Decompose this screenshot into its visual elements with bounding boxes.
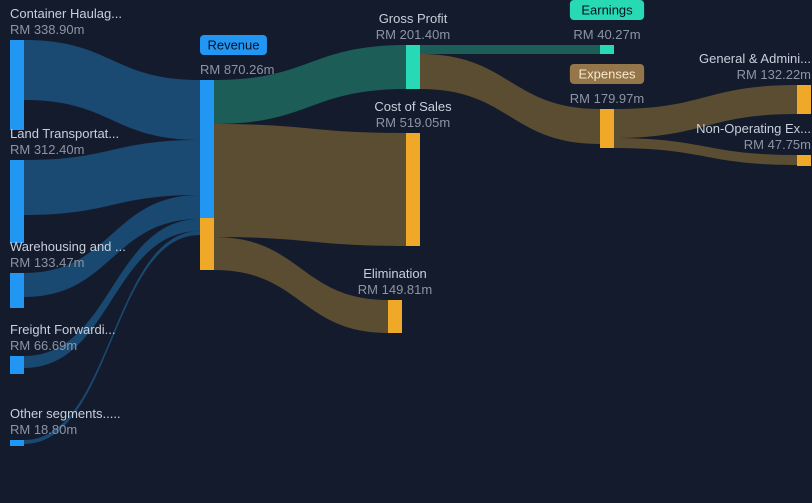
node-earnings <box>600 45 614 54</box>
node-value-expenses: RM 179.97m <box>570 91 644 106</box>
node-value-other: RM 18.80m <box>10 422 77 437</box>
node-value-revenue: RM 870.26m <box>200 62 274 77</box>
node-value-general_admin: RM 132.22m <box>737 67 811 82</box>
node-value-freight: RM 66.69m <box>10 338 77 353</box>
node-value-warehousing: RM 133.47m <box>10 255 84 270</box>
node-value-container_haulage: RM 338.90m <box>10 22 84 37</box>
node-value-cost_of_sales: RM 519.05m <box>376 115 450 130</box>
node-elimination <box>388 300 402 333</box>
sankey-link <box>24 40 200 140</box>
node-label-freight: Freight Forwardi... <box>10 322 115 337</box>
node-revenue-bottom <box>200 218 214 270</box>
node-value-gross_profit: RM 201.40m <box>376 27 450 42</box>
sankey-link <box>214 124 406 246</box>
node-value-land_transport: RM 312.40m <box>10 142 84 157</box>
pill-label-expenses: Expenses <box>578 67 636 82</box>
node-label-general_admin: General & Admini... <box>699 51 811 66</box>
node-land_transport <box>10 160 24 243</box>
node-gross_profit <box>406 45 420 89</box>
node-label-other: Other segments..... <box>10 406 121 421</box>
node-label-non_operating: Non-Operating Ex... <box>696 121 811 136</box>
node-other <box>10 440 24 446</box>
sankey-chart: Container Haulag...RM 338.90m Land Transp… <box>0 0 812 503</box>
sankey-link <box>420 45 600 54</box>
node-label-cost_of_sales: Cost of Sales <box>374 99 452 114</box>
node-non_operating <box>797 155 811 166</box>
node-value-non_operating: RM 47.75m <box>744 137 811 152</box>
node-label-warehousing: Warehousing and ... <box>10 239 126 254</box>
node-freight <box>10 356 24 374</box>
node-expenses <box>600 109 614 148</box>
node-general_admin <box>797 85 811 114</box>
node-revenue-top <box>200 80 214 218</box>
node-warehousing <box>10 273 24 308</box>
node-label-elimination: Elimination <box>363 266 427 281</box>
node-cost_of_sales <box>406 133 420 246</box>
node-value-earnings: RM 40.27m <box>573 27 640 42</box>
node-value-elimination: RM 149.81m <box>358 282 432 297</box>
pill-label-revenue: Revenue <box>207 38 259 53</box>
pill-label-earnings: Earnings <box>581 3 633 18</box>
node-label-container_haulage: Container Haulag... <box>10 6 122 21</box>
node-label-gross_profit: Gross Profit <box>379 11 448 26</box>
node-label-land_transport: Land Transportat... <box>10 126 119 141</box>
node-container_haulage <box>10 40 24 130</box>
